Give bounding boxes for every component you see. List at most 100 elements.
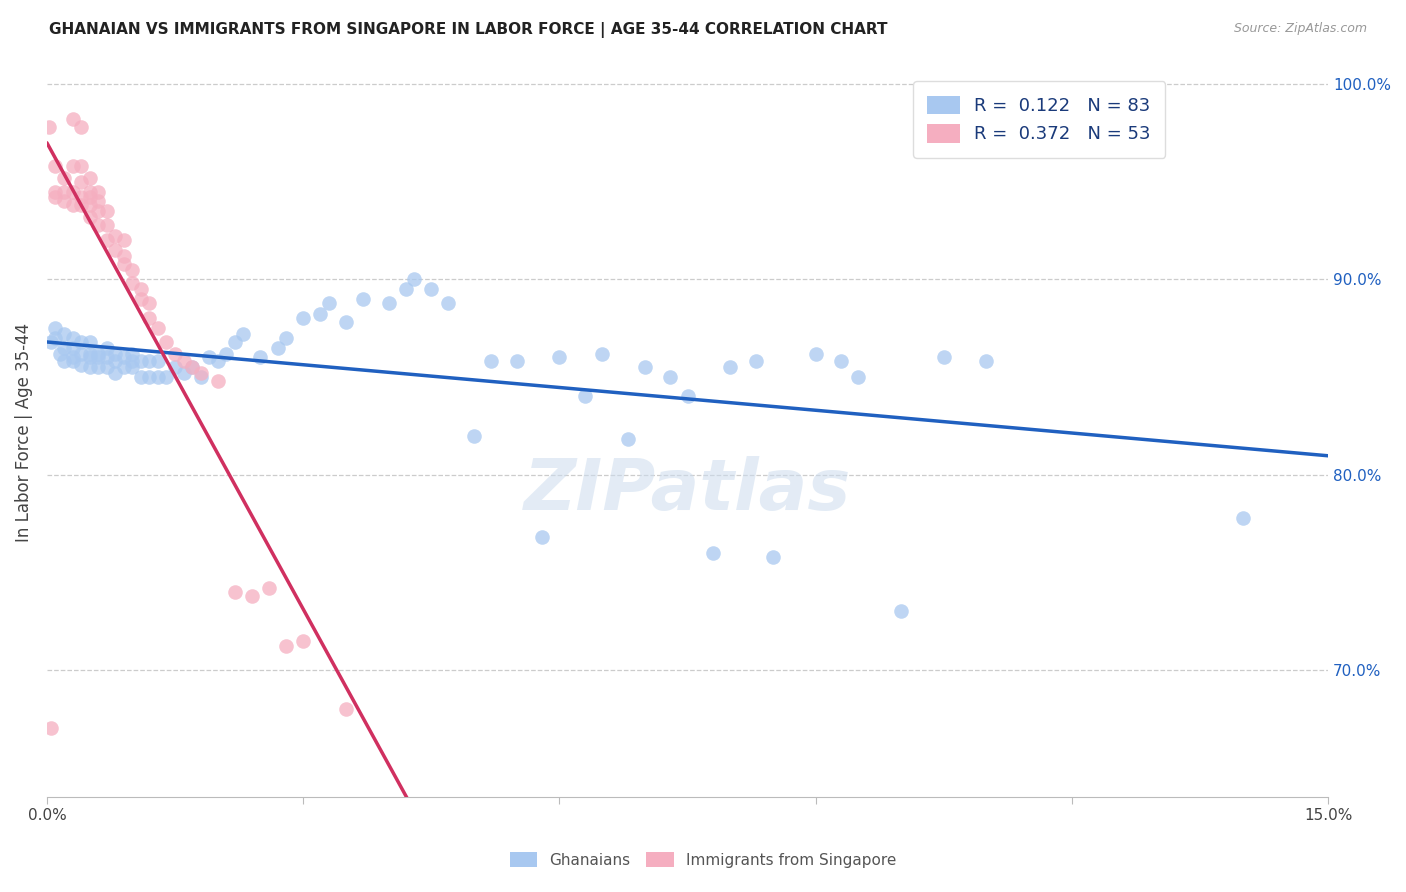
Point	[745, 354, 768, 368]
Point	[249, 351, 271, 365]
Point	[39, 334, 62, 349]
Point	[352, 292, 374, 306]
Point	[181, 360, 204, 375]
Point	[70, 175, 93, 189]
Point	[52, 170, 75, 185]
Point	[395, 282, 418, 296]
Point	[62, 185, 84, 199]
Point	[215, 346, 238, 360]
Point	[79, 170, 101, 185]
Point	[846, 370, 869, 384]
Point	[38, 120, 60, 134]
Point	[274, 331, 297, 345]
Point	[676, 389, 699, 403]
Point	[44, 159, 66, 173]
Point	[163, 360, 186, 375]
Point	[207, 354, 229, 368]
Point	[548, 351, 571, 365]
Point	[44, 321, 66, 335]
Point	[146, 370, 169, 384]
Point	[437, 295, 460, 310]
Point	[173, 354, 195, 368]
Point	[138, 295, 160, 310]
Point	[112, 360, 135, 375]
Point	[574, 389, 596, 403]
Point	[70, 358, 93, 372]
Legend: R =  0.122   N = 83, R =  0.372   N = 53: R = 0.122 N = 83, R = 0.372 N = 53	[912, 81, 1166, 158]
Point	[146, 321, 169, 335]
Point	[224, 334, 246, 349]
Text: ZIPatlas: ZIPatlas	[524, 457, 851, 525]
Point	[121, 346, 143, 360]
Point	[112, 257, 135, 271]
Point	[207, 374, 229, 388]
Point	[79, 198, 101, 212]
Point	[62, 159, 84, 173]
Point	[240, 589, 263, 603]
Point	[198, 351, 221, 365]
Point	[79, 185, 101, 199]
Point	[420, 282, 443, 296]
Point	[129, 282, 152, 296]
Point	[146, 354, 169, 368]
Point	[404, 272, 426, 286]
Point	[121, 262, 143, 277]
Point	[762, 549, 785, 564]
Point	[70, 190, 93, 204]
Point	[224, 584, 246, 599]
Point	[121, 354, 143, 368]
Point	[318, 295, 340, 310]
Point	[1232, 510, 1254, 524]
Point	[266, 341, 288, 355]
Point	[292, 633, 315, 648]
Point	[48, 346, 70, 360]
Point	[292, 311, 315, 326]
Point	[104, 354, 127, 368]
Point	[79, 360, 101, 375]
Text: Source: ZipAtlas.com: Source: ZipAtlas.com	[1233, 22, 1367, 36]
Point	[129, 292, 152, 306]
Point	[104, 346, 127, 360]
Point	[121, 360, 143, 375]
Point	[121, 277, 143, 291]
Point	[830, 354, 852, 368]
Point	[52, 354, 75, 368]
Point	[62, 112, 84, 127]
Point	[232, 326, 254, 341]
Point	[932, 351, 955, 365]
Point	[112, 249, 135, 263]
Point	[52, 326, 75, 341]
Point	[634, 360, 657, 375]
Point	[70, 159, 93, 173]
Point	[44, 185, 66, 199]
Point	[44, 190, 66, 204]
Point	[274, 640, 297, 654]
Text: GHANAIAN VS IMMIGRANTS FROM SINGAPORE IN LABOR FORCE | AGE 35-44 CORRELATION CHA: GHANAIAN VS IMMIGRANTS FROM SINGAPORE IN…	[49, 22, 887, 38]
Point	[79, 190, 101, 204]
Point	[104, 366, 127, 380]
Point	[463, 428, 485, 442]
Point	[96, 233, 118, 247]
Point	[702, 546, 724, 560]
Point	[591, 346, 613, 360]
Point	[890, 604, 912, 618]
Point	[129, 354, 152, 368]
Point	[129, 370, 152, 384]
Point	[377, 295, 399, 310]
Point	[804, 346, 827, 360]
Point	[87, 194, 110, 209]
Point	[79, 334, 101, 349]
Point	[70, 346, 93, 360]
Point	[190, 366, 212, 380]
Point	[155, 370, 177, 384]
Point	[616, 433, 638, 447]
Point	[70, 120, 93, 134]
Point	[62, 331, 84, 345]
Point	[104, 243, 127, 257]
Point	[163, 346, 186, 360]
Point	[181, 360, 204, 375]
Point	[531, 530, 554, 544]
Point	[62, 198, 84, 212]
Point	[87, 204, 110, 219]
Point	[104, 229, 127, 244]
